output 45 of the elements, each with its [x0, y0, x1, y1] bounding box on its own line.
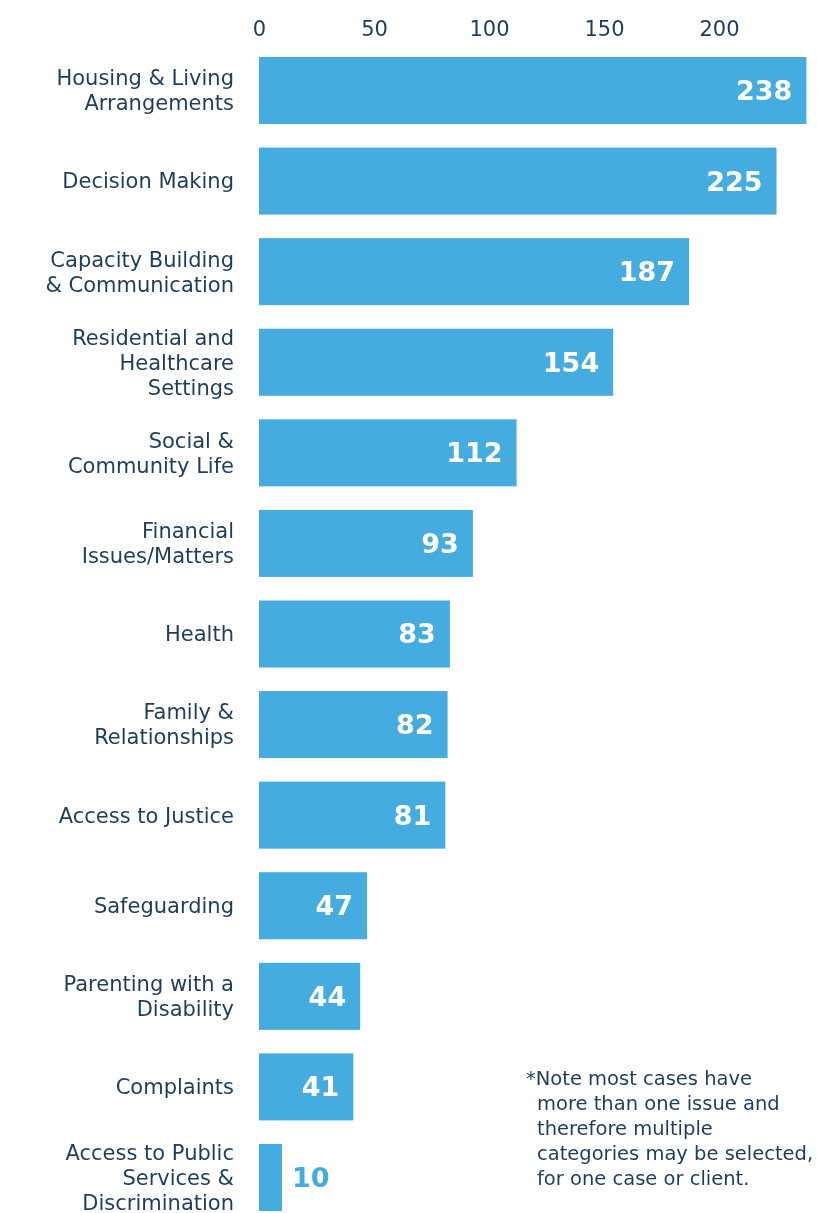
data-label: 225 — [706, 165, 763, 197]
y-tick-label: Complaints — [115, 1075, 234, 1100]
x-tick-label: 150 — [584, 17, 625, 41]
data-label: 44 — [308, 980, 347, 1012]
data-label: 112 — [446, 437, 503, 469]
x-tick-label: 0 — [252, 17, 267, 41]
bar — [259, 962, 361, 1030]
data-label: 238 — [736, 74, 793, 106]
x-tick-label: 100 — [469, 17, 510, 41]
y-tick-label: Financial Issues/Matters — [81, 519, 234, 569]
y-tick-label: Family & Relationships — [94, 700, 234, 750]
x-tick-label: 200 — [699, 17, 740, 41]
data-label: 10 — [292, 1161, 330, 1193]
bar — [259, 781, 446, 849]
bar — [259, 57, 807, 125]
y-tick-label: Social & Community Life — [67, 428, 234, 478]
bar — [259, 419, 517, 487]
y-tick-label: Health — [165, 622, 234, 647]
bar — [259, 238, 690, 306]
bar — [259, 328, 614, 396]
annotation: *Note most cases have more than one issue and therefore multiple categories may be selected, for one case or client. — [526, 1067, 814, 1190]
y-tick-label: Access to Justice — [58, 803, 234, 828]
data-label: 82 — [396, 709, 434, 741]
y-tick-label: Decision Making — [62, 169, 234, 194]
data-label: 81 — [393, 799, 432, 831]
y-tick-label: Housing & Living Arrangements — [56, 66, 234, 116]
bar — [259, 872, 368, 940]
data-label: 47 — [315, 890, 354, 922]
bar — [259, 691, 448, 759]
data-label: 93 — [421, 527, 459, 559]
bar — [259, 1053, 354, 1121]
y-tick-label: Safeguarding — [93, 894, 234, 919]
data-label: 83 — [398, 618, 436, 650]
bar — [259, 509, 473, 577]
x-tick-label: 50 — [361, 17, 388, 41]
bar — [259, 1143, 282, 1211]
y-tick-label: Residential and Healthcare Settings — [72, 325, 234, 400]
data-label: 154 — [542, 346, 600, 378]
bar — [259, 600, 450, 668]
data-label: 41 — [301, 1071, 340, 1103]
data-label: 187 — [618, 256, 676, 288]
y-tick-label: Parenting with a Disability — [63, 972, 234, 1022]
y-tick-label: Access to Public Services & Discrimination — [65, 1140, 234, 1213]
y-tick-label: Capacity Building & Communication — [45, 247, 234, 297]
bar — [259, 147, 777, 215]
